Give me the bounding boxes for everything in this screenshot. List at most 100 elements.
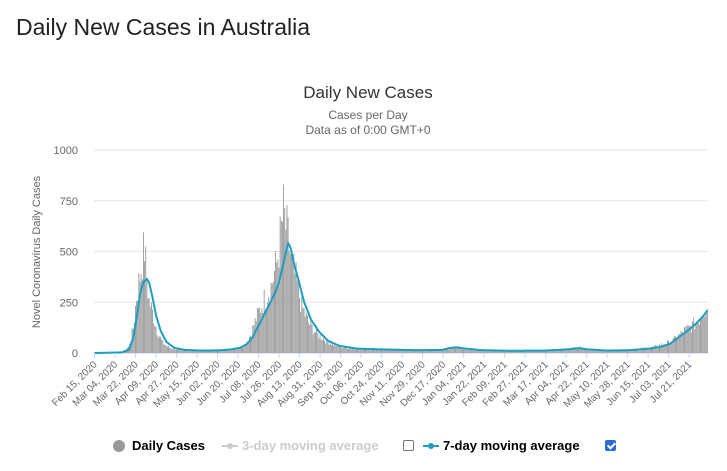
- legend-3day-avg[interactable]: 3-day moving average: [222, 438, 379, 453]
- daily-case-bar: [350, 349, 352, 353]
- legend-7day-avg[interactable]: 7-day moving average: [423, 438, 580, 453]
- daily-case-bar: [284, 208, 286, 353]
- daily-case-bar: [384, 348, 386, 353]
- daily-case-bar: [492, 350, 494, 353]
- daily-case-bar: [218, 349, 220, 353]
- daily-case-bar: [615, 350, 617, 353]
- daily-case-bar: [638, 348, 640, 353]
- daily-case-bar: [417, 349, 419, 353]
- daily-cases-bars: [95, 184, 708, 353]
- daily-case-bar: [444, 348, 446, 353]
- daily-case-bar: [456, 347, 458, 353]
- daily-case-bar: [440, 350, 442, 353]
- daily-case-bar: [464, 348, 466, 353]
- daily-case-bar: [583, 348, 585, 353]
- daily-case-bar: [351, 348, 353, 353]
- daily-case-bar: [627, 350, 629, 353]
- daily-case-bar: [155, 326, 157, 353]
- daily-case-bar: [392, 349, 394, 353]
- daily-case-bar: [547, 350, 549, 353]
- daily-case-bar: [387, 350, 389, 353]
- daily-case-bar: [382, 348, 384, 353]
- daily-case-bar: [377, 349, 379, 353]
- daily-case-bar: [286, 205, 288, 353]
- daily-case-bar: [416, 350, 418, 353]
- daily-case-bar: [643, 347, 644, 353]
- daily-case-bar: [168, 346, 169, 353]
- daily-case-bar: [631, 350, 633, 353]
- daily-case-bar: [640, 347, 642, 353]
- daily-case-bar: [240, 347, 242, 353]
- daily-case-bar: [681, 332, 683, 353]
- daily-case-bar: [215, 350, 217, 353]
- daily-case-bar: [621, 350, 623, 353]
- daily-case-bar: [471, 349, 472, 353]
- daily-case-bar: [563, 349, 565, 353]
- daily-case-bar: [684, 327, 685, 353]
- daily-case-bar: [620, 350, 622, 353]
- daily-case-bar: [305, 312, 307, 353]
- daily-case-bar: [329, 343, 331, 353]
- daily-case-bar: [349, 348, 351, 353]
- daily-case-bar: [242, 347, 243, 353]
- daily-case-bar: [589, 349, 591, 353]
- daily-case-bar: [697, 322, 699, 353]
- daily-case-bar: [210, 350, 212, 353]
- daily-case-bar: [374, 349, 376, 353]
- daily-case-bar: [521, 350, 523, 353]
- daily-case-bar: [532, 350, 534, 353]
- daily-case-bar: [501, 351, 503, 353]
- daily-case-bar: [179, 349, 181, 353]
- daily-case-bar: [475, 349, 477, 353]
- daily-case-bar: [502, 350, 504, 353]
- daily-case-bar: [229, 350, 231, 353]
- daily-case-bar: [357, 348, 359, 353]
- daily-case-bar: [360, 347, 362, 353]
- daily-case-bar: [479, 349, 480, 353]
- daily-case-bar: [267, 302, 269, 353]
- daily-case-bar: [336, 344, 338, 353]
- daily-case-bar: [198, 350, 200, 353]
- y-tick-labels: 0 250 500 750 1000: [54, 145, 78, 360]
- daily-case-bar: [301, 295, 303, 353]
- daily-case-bar: [687, 325, 689, 353]
- daily-case-bar: [385, 348, 387, 353]
- daily-case-bar: [514, 351, 516, 353]
- daily-case-bar: [251, 336, 253, 353]
- daily-case-bar: [288, 251, 290, 353]
- checkbox-7day-avg[interactable]: [605, 440, 616, 451]
- daily-case-bar: [246, 341, 248, 353]
- daily-case-bar: [316, 328, 318, 353]
- checkbox-3day-avg[interactable]: [403, 440, 414, 451]
- daily-case-bar: [393, 348, 395, 353]
- daily-case-bar: [446, 348, 447, 353]
- daily-case-bar: [244, 344, 246, 353]
- daily-case-bar: [370, 349, 372, 353]
- y-tick-label: 500: [60, 247, 78, 259]
- daily-case-bar: [590, 349, 592, 353]
- daily-case-bar: [695, 323, 697, 353]
- daily-case-bar: [500, 350, 502, 353]
- daily-case-bar: [253, 325, 255, 353]
- daily-case-bar: [182, 349, 184, 353]
- daily-case-bar: [248, 336, 250, 353]
- daily-case-bar: [188, 350, 190, 353]
- daily-case-bar: [612, 351, 614, 353]
- daily-case-bar: [166, 346, 168, 353]
- daily-case-bar: [671, 342, 673, 353]
- daily-case-bar: [468, 349, 470, 353]
- line-dot-icon: [222, 442, 238, 449]
- daily-case-bar: [398, 350, 400, 353]
- daily-case-bar: [679, 334, 681, 353]
- legend-daily-cases[interactable]: Daily Cases: [112, 438, 205, 453]
- daily-case-bar: [283, 184, 285, 353]
- daily-case-bar: [435, 349, 437, 353]
- daily-case-bar: [279, 216, 281, 353]
- daily-case-bar: [633, 350, 635, 353]
- daily-case-bar: [550, 350, 552, 353]
- daily-case-bar: [682, 333, 684, 353]
- daily-case-bar: [300, 312, 302, 353]
- daily-case-bar: [513, 351, 515, 353]
- daily-case-bar: [162, 340, 164, 353]
